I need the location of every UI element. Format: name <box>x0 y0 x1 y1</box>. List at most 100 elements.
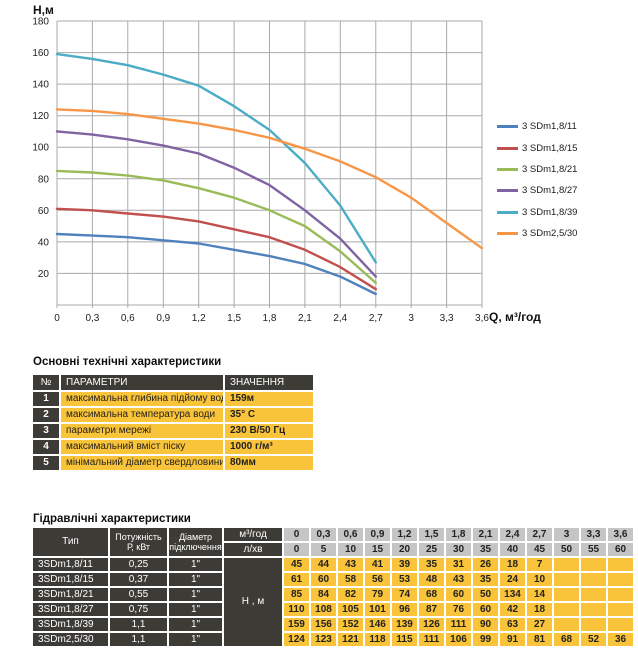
hydr-head-value: 36 <box>608 633 633 646</box>
hydr-head-value: 81 <box>527 633 552 646</box>
x-axis-label: Q, м³/год <box>489 310 541 324</box>
flow-m3h-value: 0,9 <box>365 528 390 541</box>
tech-row-param: максимальна температура води <box>61 408 223 422</box>
y-tick-label: 160 <box>32 48 49 59</box>
hydr-head-value: 90 <box>473 618 498 631</box>
hydr-head-value: 58 <box>338 573 363 586</box>
flow-lmin-value: 20 <box>392 543 417 556</box>
legend-line-icon <box>497 232 518 236</box>
hydr-head-value: 60 <box>473 603 498 616</box>
hydr-head-value: 42 <box>500 603 525 616</box>
hydr-head-value: 53 <box>392 573 417 586</box>
flow-m3h-value: 3,3 <box>581 528 606 541</box>
curve-3-sdm1-8-27 <box>55 130 377 278</box>
x-tick-label: 0,9 <box>156 313 170 324</box>
hydr-head-unit-cell: Н , м <box>224 558 282 646</box>
tech-row-value: 230 В/50 Гц <box>225 424 313 438</box>
hydr-head-value: 35 <box>473 573 498 586</box>
hydr-head-value <box>554 573 579 586</box>
x-tick-label: 3,3 <box>440 313 454 324</box>
hydr-head-value: 10 <box>527 573 552 586</box>
tech-row-value: 35° С <box>225 408 313 422</box>
hydr-head-value: 60 <box>446 588 471 601</box>
tech-row-num: 4 <box>33 440 59 454</box>
flow-m3h-value: 1,2 <box>392 528 417 541</box>
hydr-row-diameter: 1" <box>169 558 222 571</box>
hydr-head-value: 60 <box>311 573 336 586</box>
legend-item: 3 SDm1,8/27 <box>497 180 577 201</box>
hydr-head-value: 110 <box>284 603 309 616</box>
hydr-row-type: 3SDm1,8/27 <box>33 603 108 616</box>
hydr-head-value: 105 <box>338 603 363 616</box>
hydr-head-value <box>554 618 579 631</box>
hydr-head-value: 124 <box>284 633 309 646</box>
tech-row-param: максимальний вміст піску <box>61 440 223 454</box>
curve-3-sdm1-8-39 <box>55 52 377 264</box>
hydr-head-value <box>581 618 606 631</box>
flow-lmin-value: 60 <box>608 543 633 556</box>
hydr-head-value: 41 <box>365 558 390 571</box>
curve-3-sdm2-5-30 <box>55 108 484 250</box>
hydr-head-value: 18 <box>527 603 552 616</box>
flow-m3h-value: 2,1 <box>473 528 498 541</box>
hydr-head-value: 111 <box>446 618 471 631</box>
hydr-head-value: 39 <box>392 558 417 571</box>
hydr-head-value: 56 <box>365 573 390 586</box>
hydr-head-value: 159 <box>284 618 309 631</box>
hydr-row-power: 1,1 <box>110 633 167 646</box>
curve-3-sdm1-8-21 <box>55 169 377 285</box>
hydr-head-value: 121 <box>338 633 363 646</box>
legend-label: 3 SDm1,8/27 <box>522 185 578 197</box>
hydr-head-value: 76 <box>446 603 471 616</box>
hydr-row-diameter: 1" <box>169 618 222 631</box>
flow-lmin-value: 35 <box>473 543 498 556</box>
hydr-head-value: 146 <box>365 618 390 631</box>
hydr-head-value: 52 <box>581 633 606 646</box>
flow-lmin-value: 15 <box>365 543 390 556</box>
x-tick-label: 0,6 <box>121 313 135 324</box>
hydr-head-value <box>581 573 606 586</box>
tech-row-value: 159м <box>225 392 313 406</box>
hydr-head-value <box>608 588 633 601</box>
hydr-row-power: 0,37 <box>110 573 167 586</box>
hydr-head-value: 82 <box>338 588 363 601</box>
y-tick-label: 20 <box>38 269 50 280</box>
tech-row-param: мінімальний діаметр свердловини <box>61 456 223 470</box>
hydr-head-value <box>554 588 579 601</box>
flow-lmin-value: 10 <box>338 543 363 556</box>
tech-header-value: ЗНАЧЕННЯ <box>225 375 313 390</box>
hydr-row-type: 3SDm1,8/39 <box>33 618 108 631</box>
tech-row-num: 2 <box>33 408 59 422</box>
hydr-head-value: 7 <box>527 558 552 571</box>
flow-m3h-value: 0,3 <box>311 528 336 541</box>
flow-m3h-value: 1,5 <box>419 528 444 541</box>
x-tick-label: 1,2 <box>192 313 206 324</box>
legend-label: 3 SDm1,8/21 <box>522 163 578 175</box>
flow-lmin-value: 25 <box>419 543 444 556</box>
hydr-head-value <box>554 558 579 571</box>
hydr-head-value: 139 <box>392 618 417 631</box>
hydr-row-power: 0,75 <box>110 603 167 616</box>
hydr-header-flow-m3h: м³/год <box>224 528 282 541</box>
flow-m3h-value: 1,8 <box>446 528 471 541</box>
tech-row-value: 1000 г/м³ <box>225 440 313 454</box>
hydr-row-type: 3SDm1,8/15 <box>33 573 108 586</box>
legend-item: 3 SDm1,8/21 <box>497 159 577 180</box>
flow-lmin-value: 0 <box>284 543 309 556</box>
hydr-head-value: 45 <box>284 558 309 571</box>
flow-m3h-value: 3 <box>554 528 579 541</box>
chart-legend: 3 SDm1,8/11 3 SDm1,8/15 3 SDm1,8/21 3 SDm1,… <box>497 116 577 244</box>
hydr-head-value: 85 <box>284 588 309 601</box>
hydr-head-value: 108 <box>311 603 336 616</box>
x-tick-label: 1,5 <box>227 313 241 324</box>
tech-row-value: 80мм <box>225 456 313 470</box>
hydr-head-value: 48 <box>419 573 444 586</box>
tech-header-num: № <box>33 375 59 390</box>
legend-item: 3 SDm1,8/39 <box>497 202 577 223</box>
hydr-head-value: 14 <box>527 588 552 601</box>
hydr-head-value: 123 <box>311 633 336 646</box>
hydr-head-value: 126 <box>419 618 444 631</box>
hydr-head-value: 43 <box>338 558 363 571</box>
hydr-head-value: 61 <box>284 573 309 586</box>
hydr-row-power: 1,1 <box>110 618 167 631</box>
